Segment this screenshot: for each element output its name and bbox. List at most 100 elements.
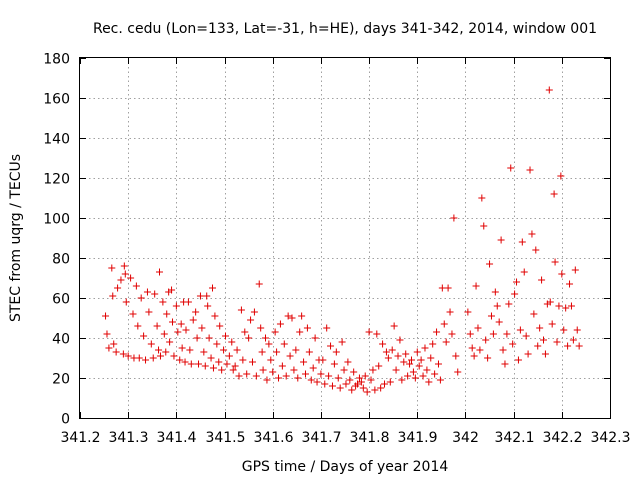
data-point xyxy=(536,324,544,332)
data-point xyxy=(363,388,371,396)
data-point xyxy=(472,282,480,290)
data-point xyxy=(553,338,561,346)
data-point xyxy=(193,334,201,342)
data-point xyxy=(375,362,383,370)
data-point xyxy=(505,300,513,308)
data-point xyxy=(220,346,228,354)
data-point xyxy=(522,332,530,340)
data-point xyxy=(147,340,155,348)
data-point xyxy=(229,366,237,374)
data-point xyxy=(413,348,421,356)
data-point xyxy=(143,288,151,296)
data-point xyxy=(538,276,546,284)
data-point xyxy=(466,330,474,338)
data-point xyxy=(174,328,182,336)
data-point xyxy=(365,328,373,336)
data-point xyxy=(392,366,400,374)
data-point xyxy=(390,322,398,330)
data-point xyxy=(140,332,148,340)
data-point xyxy=(235,372,243,380)
x-tick-label: 342.3 xyxy=(590,430,630,446)
data-point xyxy=(491,288,499,296)
y-tick-label: 80 xyxy=(52,252,70,268)
data-point xyxy=(323,324,331,332)
data-point xyxy=(155,346,163,354)
data-point xyxy=(382,348,390,356)
y-tick-label: 20 xyxy=(52,372,70,388)
data-point xyxy=(176,356,184,364)
data-point xyxy=(103,330,111,338)
data-point xyxy=(524,350,532,358)
x-tick-label: 341.7 xyxy=(301,430,341,446)
data-point xyxy=(223,360,231,368)
plot-frame xyxy=(79,57,611,419)
data-point xyxy=(540,336,548,344)
data-point xyxy=(265,340,273,348)
data-point xyxy=(172,302,180,310)
data-point xyxy=(478,194,486,202)
data-point xyxy=(163,310,171,318)
data-point xyxy=(406,360,414,368)
data-point xyxy=(120,262,128,270)
data-point xyxy=(170,352,178,360)
data-point xyxy=(516,326,524,334)
data-point xyxy=(325,372,333,380)
data-point xyxy=(187,360,195,368)
data-point xyxy=(122,298,130,306)
data-point xyxy=(142,356,150,364)
data-point xyxy=(342,380,350,388)
data-point xyxy=(301,370,309,378)
data-point xyxy=(541,350,549,358)
data-point xyxy=(327,342,335,350)
x-tick-label: 342.2 xyxy=(542,430,582,446)
data-point xyxy=(575,342,583,350)
data-point xyxy=(305,348,313,356)
data-point xyxy=(384,354,392,362)
data-point xyxy=(290,366,298,374)
data-point xyxy=(355,374,363,382)
data-point xyxy=(127,274,135,282)
data-point xyxy=(286,352,294,360)
data-point xyxy=(276,320,284,328)
data-point xyxy=(330,360,338,368)
data-point xyxy=(454,368,462,376)
data-point xyxy=(551,258,559,266)
data-point xyxy=(468,344,476,352)
x-tick-label: 341.2 xyxy=(60,430,100,446)
data-point xyxy=(321,380,329,388)
data-point xyxy=(205,334,213,342)
data-point xyxy=(105,344,113,352)
y-tick-label: 0 xyxy=(61,412,70,428)
data-point xyxy=(526,166,534,174)
data-point xyxy=(156,268,163,276)
data-point xyxy=(507,164,515,172)
data-point xyxy=(121,270,129,278)
data-point xyxy=(359,384,367,392)
x-tick-label: 341.5 xyxy=(205,430,245,446)
x-tick-label: 341.6 xyxy=(253,430,293,446)
data-point xyxy=(233,346,241,354)
data-point xyxy=(433,328,441,336)
data-point xyxy=(423,366,431,374)
data-point xyxy=(338,338,346,346)
data-point xyxy=(402,350,410,358)
data-point xyxy=(571,266,579,274)
data-point xyxy=(534,342,542,350)
data-point xyxy=(177,320,185,328)
data-point xyxy=(446,308,454,316)
data-point xyxy=(493,302,501,310)
data-point xyxy=(489,330,497,338)
data-point xyxy=(209,284,216,292)
data-point xyxy=(156,352,164,360)
data-point xyxy=(394,352,402,360)
data-point xyxy=(151,290,159,298)
x-tick-label: 341.8 xyxy=(349,430,389,446)
y-tick-label: 100 xyxy=(43,212,70,228)
data-point xyxy=(562,304,570,312)
data-point xyxy=(200,348,208,356)
data-point xyxy=(153,322,161,330)
data-point xyxy=(169,318,177,326)
data-point xyxy=(530,310,538,318)
data-point xyxy=(195,360,203,368)
data-point xyxy=(518,238,526,246)
